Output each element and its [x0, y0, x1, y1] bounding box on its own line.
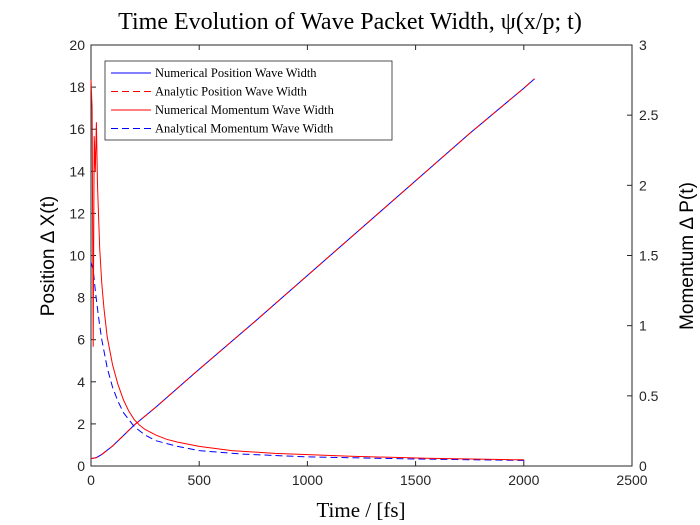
right-y-axis-title: Momentum Δ P(t)	[677, 182, 698, 330]
series-line-numerical-momentum-wave-width	[90, 80, 524, 461]
series-line-analytic-position-wave-width	[90, 78, 535, 460]
series-line-analytical-momentum-wave-width	[90, 262, 529, 461]
left-y-axis-ticks: 0 2 4 6 8 10 12 14 16 18 20	[69, 37, 96, 474]
right-y-tick-label: 1	[639, 318, 647, 334]
x-axis-ticks: 0 500 1000 1500 2000 2500	[87, 45, 648, 488]
left-y-tick-label: 20	[69, 37, 85, 53]
x-tick-label: 1500	[400, 472, 431, 488]
x-axis-title: Time / [fs]	[316, 498, 405, 522]
left-y-tick-label: 16	[69, 121, 85, 137]
left-y-tick-label: 8	[77, 290, 85, 306]
right-y-axis-ticks: 0 0.5 1 1.5 2 2.5 3	[627, 37, 659, 474]
x-tick-label: 1000	[292, 472, 323, 488]
legend-label: Numerical Position Wave Width	[155, 66, 317, 80]
left-y-axis-title: Position Δ X(t)	[38, 196, 59, 316]
chart-title: Time Evolution of Wave Packet Width, ψ(x…	[118, 9, 582, 35]
x-tick-label: 2500	[616, 472, 647, 488]
right-y-tick-label: 3	[639, 37, 647, 53]
left-y-tick-label: 6	[77, 332, 85, 348]
legend: Numerical Position Wave Width Analytic Po…	[104, 60, 393, 141]
legend-box	[104, 60, 393, 141]
series-layer	[90, 78, 535, 461]
right-y-tick-label: 2	[639, 177, 647, 193]
left-y-tick-label: 0	[77, 458, 85, 474]
left-y-tick-label: 10	[69, 248, 85, 264]
right-y-tick-label: 0	[639, 458, 647, 474]
right-y-tick-label: 1.5	[639, 248, 659, 264]
legend-label: Analytical Momentum Wave Width	[155, 122, 334, 136]
left-y-tick-label: 4	[77, 374, 85, 390]
x-tick-label: 0	[87, 472, 95, 488]
left-y-tick-label: 18	[69, 79, 85, 95]
x-tick-label: 500	[188, 472, 212, 488]
right-y-tick-label: 2.5	[639, 107, 659, 123]
legend-label: Numerical Momentum Wave Width	[155, 103, 335, 117]
legend-label: Analytic Position Wave Width	[155, 85, 308, 99]
x-tick-label: 2000	[508, 472, 539, 488]
left-y-tick-label: 12	[69, 205, 85, 221]
right-y-tick-label: 0.5	[639, 388, 659, 404]
left-y-tick-label: 2	[77, 416, 85, 432]
left-y-tick-label: 14	[69, 163, 85, 179]
